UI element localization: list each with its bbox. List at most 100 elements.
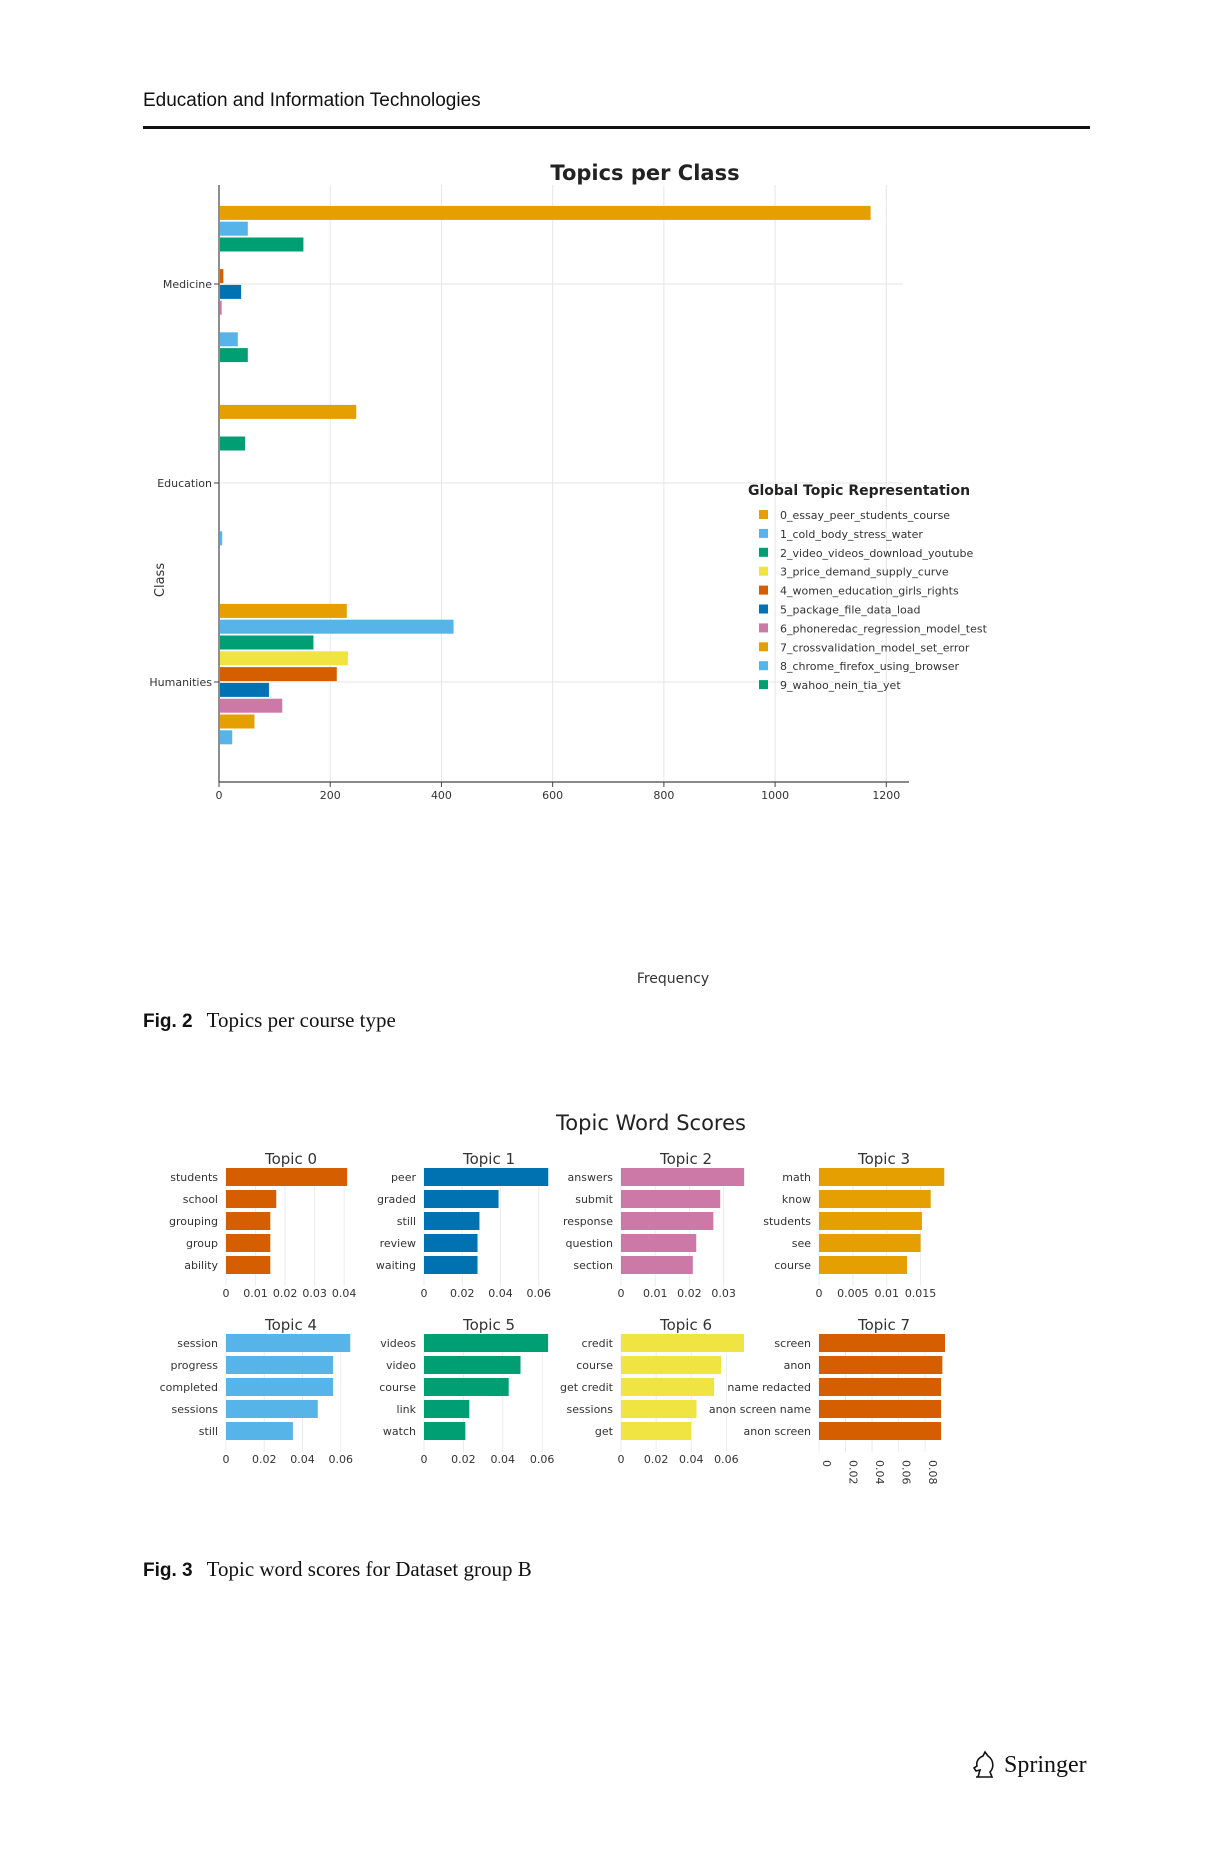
legend-entry: 7_crossvalidation_model_set_error — [780, 641, 970, 654]
legend-swatch — [759, 680, 768, 690]
legend-entry: 4_women_education_girls_rights — [780, 585, 959, 598]
legend-swatch — [759, 585, 768, 595]
bar — [226, 1378, 334, 1396]
word-label: students — [763, 1215, 811, 1228]
subplot-title: Topic 1 — [462, 1150, 515, 1168]
x-tick-label: 0.03 — [302, 1287, 327, 1300]
bar — [424, 1256, 478, 1274]
bar — [220, 269, 224, 284]
springer-horse-icon — [972, 1750, 994, 1778]
bar — [621, 1190, 721, 1208]
bar — [220, 332, 238, 347]
word-label: screen — [774, 1337, 811, 1350]
word-label: name redacted — [727, 1381, 811, 1394]
x-tick-label: 0.06 — [530, 1453, 555, 1466]
subplot: Topic 1 0 0.02 0.04 0.06 peer graded still revie… — [376, 1150, 551, 1300]
x-tick-label: 0.005 — [837, 1287, 869, 1300]
word-label: math — [782, 1171, 811, 1184]
word-label: sessions — [172, 1403, 219, 1416]
x-tick-label: 0 — [618, 1287, 625, 1300]
bar — [819, 1378, 942, 1396]
word-label: see — [792, 1237, 811, 1250]
bar — [819, 1422, 942, 1440]
bar — [424, 1334, 549, 1352]
subplot: Topic 2 0 0.01 0.02 0.03 answers submit respons… — [563, 1150, 745, 1300]
bar — [226, 1400, 318, 1418]
bar — [220, 205, 871, 220]
x-tick-label: 0.06 — [328, 1453, 353, 1466]
subplot-title: Topic 3 — [857, 1150, 910, 1168]
x-tick-label: 0.01 — [243, 1287, 268, 1300]
bars — [220, 205, 871, 745]
word-label: anon — [784, 1359, 811, 1372]
bar — [621, 1356, 722, 1374]
word-label: peer — [391, 1171, 417, 1184]
x-tick-label: 0.02 — [644, 1453, 669, 1466]
word-label: sessions — [567, 1403, 614, 1416]
x-tick-label: 0.04 — [332, 1287, 357, 1300]
y-tick-label: Medicine — [163, 278, 212, 291]
bar — [819, 1234, 921, 1252]
word-label: anon screen — [744, 1425, 812, 1438]
bar — [819, 1212, 922, 1230]
bar — [424, 1356, 521, 1374]
subplot-title: Topic 5 — [462, 1316, 515, 1334]
bar — [226, 1234, 271, 1252]
word-label: anon screen name — [709, 1403, 811, 1416]
x-tick-label: 0.04 — [491, 1453, 515, 1466]
bar — [220, 651, 348, 666]
word-label: progress — [171, 1359, 219, 1372]
legend-title: Global Topic Representation — [748, 483, 970, 499]
bar — [226, 1190, 277, 1208]
y-tick-label: Education — [157, 477, 212, 490]
header-rule — [143, 126, 1090, 129]
legend-swatch — [759, 510, 768, 519]
bar — [226, 1212, 271, 1230]
x-tick-label: 0.04 — [679, 1453, 704, 1466]
fig2-caption: Fig. 2 Topics per course type — [143, 1008, 396, 1033]
x-tick-label: 1200 — [872, 789, 900, 802]
word-label: course — [576, 1359, 613, 1372]
word-label: credit — [582, 1337, 614, 1350]
bar — [220, 619, 454, 634]
x-tick-label: 0.03 — [711, 1287, 736, 1300]
word-label: get credit — [560, 1381, 614, 1394]
x-tick-label: 0.01 — [643, 1287, 668, 1300]
word-label: course — [379, 1381, 416, 1394]
bar — [220, 237, 304, 252]
legend: Global Topic Representation 0_essay_peer_… — [748, 483, 988, 692]
x-tick-label: 0 — [216, 789, 223, 802]
topic-word-scores-chart: Topic Word Scores Topic 0 0 0.01 0.02 0.03 0.… — [160, 1111, 946, 1485]
bar — [424, 1400, 470, 1418]
word-label: completed — [160, 1381, 218, 1394]
chart-title: Topic Word Scores — [555, 1111, 746, 1135]
bar — [220, 730, 233, 745]
subplot: Topic 7 0 0.02 0.04 0.06 0.08 screen anon name r… — [709, 1316, 946, 1485]
bar — [424, 1234, 478, 1252]
legend-entry: 5_package_file_data_load — [780, 604, 920, 617]
bar — [220, 682, 269, 697]
subplot: Topic 5 0 0.02 0.04 0.06 videos video course lin… — [379, 1316, 554, 1466]
x-axis-label: Frequency — [637, 971, 709, 987]
word-label: graded — [377, 1193, 416, 1206]
word-label: session — [177, 1337, 218, 1350]
bar — [424, 1422, 466, 1440]
word-label: still — [397, 1215, 416, 1228]
x-tick-label: 0.02 — [450, 1287, 475, 1300]
bar — [226, 1334, 351, 1352]
word-label: group — [186, 1237, 218, 1250]
legend-entry: 6_phoneredac_regression_model_test — [780, 622, 988, 635]
word-label: course — [774, 1259, 811, 1272]
legend-swatch — [759, 661, 768, 671]
x-tick-label: 0.01 — [874, 1287, 899, 1300]
bar — [621, 1400, 697, 1418]
bar — [424, 1168, 549, 1186]
word-label: ability — [184, 1259, 218, 1272]
fig2-caption-text: Topics per course type — [206, 1008, 396, 1032]
legend-entry: 8_chrome_firefox_using_browser — [780, 660, 959, 673]
subplot-title: Topic 7 — [857, 1316, 910, 1334]
fig2-caption-label: Fig. 2 — [143, 1011, 193, 1032]
subplot: Topic 6 0 0.02 0.04 0.06 credit course get cred… — [560, 1316, 744, 1466]
axes: 0 200 400 600 800 1000 1200 Medicine Education Hu… — [149, 185, 909, 802]
topics-per-class-chart: Topics per Class Class Frequency 0 200 400… — [149, 161, 988, 987]
